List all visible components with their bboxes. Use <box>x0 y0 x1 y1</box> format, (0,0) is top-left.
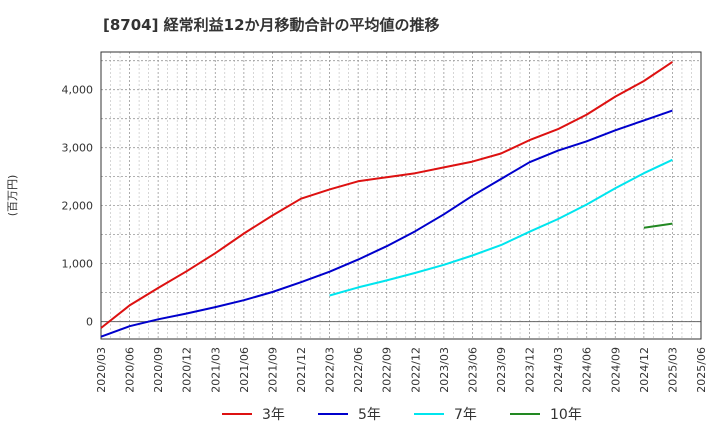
x-tick-label: 2025/03 <box>666 347 679 393</box>
x-tick-label: 2021/03 <box>209 347 222 393</box>
x-tick-label: 2020/06 <box>124 347 137 393</box>
series-line <box>100 61 673 329</box>
x-tick-label: 2024/12 <box>638 347 651 393</box>
legend-label: 3年 <box>262 407 285 423</box>
x-tick-label: 2023/12 <box>524 347 537 393</box>
x-tick-label: 2021/12 <box>295 347 308 393</box>
y-tick-label: 4,000 <box>62 84 94 97</box>
y-tick-label: 3,000 <box>62 142 94 155</box>
series-line <box>643 222 673 229</box>
x-tick-label: 2024/03 <box>552 347 565 393</box>
x-tick-label: 2022/09 <box>381 347 394 393</box>
series-line <box>100 109 673 338</box>
legend-label: 7年 <box>454 407 477 423</box>
plot-frame <box>100 51 702 340</box>
y-tick-label: 1,000 <box>62 258 94 271</box>
x-tick-label: 2025/06 <box>695 347 708 393</box>
plot-area <box>101 52 701 339</box>
chart-title: [8704] 経常利益12か月移動合計の平均値の推移 <box>103 16 440 34</box>
x-tick-label: 2023/06 <box>466 347 479 393</box>
legend-label: 5年 <box>358 407 381 423</box>
x-tick-label: 2024/09 <box>609 347 622 393</box>
legend-label: 10年 <box>550 407 582 423</box>
x-tick-label: 2022/03 <box>324 347 337 393</box>
x-tick-label: 2022/12 <box>409 347 422 393</box>
y-axis-label: (百万円) <box>6 175 19 217</box>
x-tick-label: 2022/06 <box>352 347 365 393</box>
y-tick-label: 0 <box>86 316 93 329</box>
x-tick-label: 2020/12 <box>181 347 194 393</box>
x-tick-label: 2020/09 <box>152 347 165 393</box>
x-tick-label: 2021/06 <box>238 347 251 393</box>
x-tick-label: 2024/06 <box>581 347 594 393</box>
x-tick-label: 2023/09 <box>495 347 508 393</box>
x-tick-label: 2021/09 <box>266 347 279 393</box>
series-line <box>329 158 673 297</box>
y-tick-label: 2,000 <box>62 200 94 213</box>
x-tick-label: 2023/03 <box>438 347 451 393</box>
x-tick-label: 2020/03 <box>95 347 108 393</box>
